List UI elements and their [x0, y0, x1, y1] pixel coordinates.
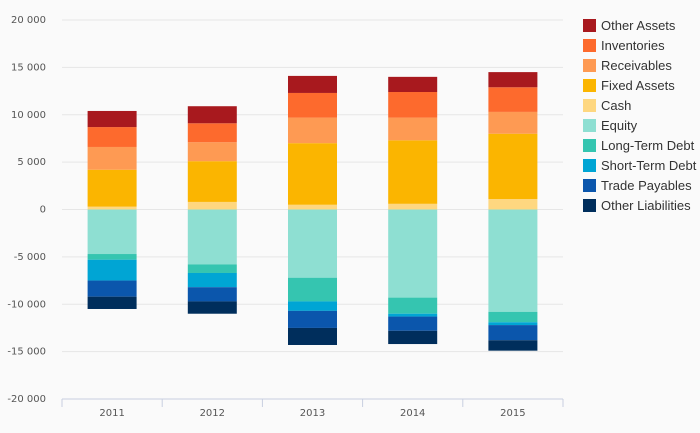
bar-segment[interactable]	[288, 301, 337, 311]
bar-segment[interactable]	[288, 327, 337, 345]
legend-label: Fixed Assets	[601, 78, 675, 93]
y-tick-label: -10 000	[7, 299, 46, 310]
bar-segment[interactable]	[488, 87, 538, 112]
legend-swatch	[583, 99, 596, 112]
bar-segment[interactable]	[488, 133, 538, 200]
bar-segment[interactable]	[288, 117, 337, 144]
legend-swatch	[583, 19, 596, 32]
x-tick-label: 2013	[300, 408, 325, 419]
legend-item[interactable]: Short-Term Debt	[583, 158, 697, 173]
legend-swatch	[583, 159, 596, 172]
bar-segment[interactable]	[388, 140, 438, 204]
bar-segment[interactable]	[488, 322, 538, 326]
legend-swatch	[583, 199, 596, 212]
legend-label: Other Assets	[601, 18, 676, 33]
y-axis: 20 000 15 000 10 000 5 000 0 -5 000 -10 000 -15…	[7, 15, 46, 405]
bar-segment[interactable]	[87, 209, 137, 255]
legend-label: Trade Payables	[601, 178, 692, 193]
x-tick-label: 2011	[99, 408, 124, 419]
bar-segment[interactable]	[87, 206, 137, 210]
bar-segment[interactable]	[187, 209, 237, 265]
bar-segment[interactable]	[87, 259, 137, 281]
legend-swatch	[583, 179, 596, 192]
legend-label: Receivables	[601, 58, 672, 73]
legend-item[interactable]: Receivables	[583, 58, 672, 73]
bar-segment[interactable]	[388, 297, 438, 314]
legend-item[interactable]: Inventories	[583, 38, 665, 53]
bars	[87, 72, 538, 351]
bar-segment[interactable]	[187, 142, 237, 162]
legend-label: Other Liabilities	[601, 198, 691, 213]
legend-swatch	[583, 119, 596, 132]
bar-segment[interactable]	[87, 296, 137, 309]
bar-segment[interactable]	[187, 161, 237, 202]
bar-segment[interactable]	[488, 209, 538, 312]
y-tick-label: -20 000	[7, 394, 46, 405]
bar-segment[interactable]	[488, 311, 538, 323]
legend-label: Equity	[601, 118, 638, 133]
y-tick-label: 5 000	[17, 157, 46, 168]
y-tick-label: 0	[40, 205, 46, 216]
bar-segment[interactable]	[187, 301, 237, 314]
bar-segment[interactable]	[388, 76, 438, 93]
bar-segment[interactable]	[488, 325, 538, 341]
bar-segment[interactable]	[187, 272, 237, 288]
legend-item[interactable]: Fixed Assets	[583, 78, 675, 93]
legend-label: Short-Term Debt	[601, 158, 697, 173]
bar-segment[interactable]	[488, 199, 538, 210]
bar-segment[interactable]	[388, 203, 438, 210]
legend-item[interactable]: Trade Payables	[583, 178, 692, 193]
legend-item[interactable]: Other Assets	[583, 18, 676, 33]
bar-segment[interactable]	[488, 72, 538, 88]
bar-segment[interactable]	[388, 330, 438, 345]
legend-swatch	[583, 59, 596, 72]
bar-segment[interactable]	[187, 123, 237, 143]
legend-swatch	[583, 139, 596, 152]
legend-swatch	[583, 39, 596, 52]
legend-label: Long-Term Debt	[601, 138, 695, 153]
bar-segment[interactable]	[87, 146, 137, 170]
bar-segment[interactable]	[288, 143, 337, 205]
bar-segment[interactable]	[288, 310, 337, 328]
x-tick-label: 2012	[200, 408, 225, 419]
x-tick-label: 2014	[400, 408, 425, 419]
bar-segment[interactable]	[388, 209, 438, 298]
x-tick-label: 2015	[500, 408, 525, 419]
bar-segment[interactable]	[388, 313, 438, 317]
bar-segment[interactable]	[187, 201, 237, 210]
x-axis: 2011 2012 2013 2014 2015	[61, 398, 564, 419]
bar-segment[interactable]	[87, 110, 137, 128]
bar-segment[interactable]	[87, 254, 137, 260]
bar-segment[interactable]	[187, 106, 237, 124]
bar-segment[interactable]	[87, 169, 137, 207]
bar-segment[interactable]	[288, 92, 337, 118]
legend: Other Assets Inventories Receivables Fixed …	[583, 18, 697, 213]
y-tick-label: 15 000	[11, 62, 46, 73]
bar-segment[interactable]	[288, 204, 337, 210]
y-tick-label: 20 000	[11, 15, 46, 26]
bar-segment[interactable]	[488, 340, 538, 351]
bar-segment[interactable]	[288, 277, 337, 302]
legend-swatch	[583, 79, 596, 92]
bar-segment[interactable]	[87, 280, 137, 297]
bar-segment[interactable]	[288, 75, 337, 93]
bar-segment[interactable]	[388, 92, 438, 118]
bar-segment[interactable]	[488, 111, 538, 134]
legend-label: Cash	[601, 98, 631, 113]
bar-segment[interactable]	[187, 264, 237, 273]
legend-item[interactable]: Other Liabilities	[583, 198, 691, 213]
legend-item[interactable]: Equity	[583, 118, 638, 133]
legend-item[interactable]: Cash	[583, 98, 631, 113]
bar-segment[interactable]	[87, 127, 137, 147]
y-tick-label: -15 000	[7, 347, 46, 358]
bar-segment[interactable]	[187, 287, 237, 302]
bar-segment[interactable]	[288, 209, 337, 278]
legend-item[interactable]: Long-Term Debt	[583, 138, 695, 153]
bar-segment[interactable]	[388, 117, 438, 141]
y-tick-label: -5 000	[14, 252, 46, 263]
y-tick-label: 10 000	[11, 110, 46, 121]
bar-segment[interactable]	[388, 316, 438, 331]
legend-label: Inventories	[601, 38, 665, 53]
